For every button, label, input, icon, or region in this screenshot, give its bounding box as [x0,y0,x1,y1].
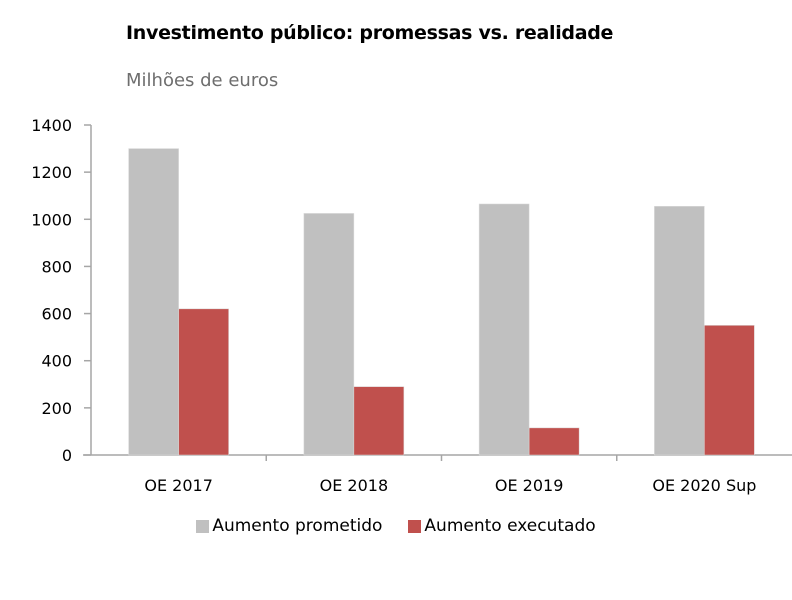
y-tick-label: 200 [41,399,72,418]
bar-prometido [303,213,355,456]
bar-prometido [128,148,179,456]
bar-executado [353,386,405,456]
bar-prometido [654,206,705,456]
legend-label-prometido: Aumento prometido [212,516,383,536]
legend-swatch-prometido [196,519,210,533]
y-tick-label: 1200 [31,163,72,182]
legend: Aumento prometido Aumento executado [0,516,792,536]
bar-executado [528,427,580,456]
y-tick-label: 1400 [31,116,72,135]
y-tick-label: 0 [62,446,72,465]
bar-executado [178,308,229,456]
y-tick-label: 1000 [31,210,72,229]
y-tick-label: 400 [41,352,72,371]
bar-prometido [478,203,530,456]
legend-swatch-executado [408,519,422,533]
y-tick-label: 800 [41,257,72,276]
x-tick-label: OE 2017 [144,476,213,495]
x-tick-label: OE 2018 [320,476,389,495]
y-tick-label: 600 [41,305,72,324]
legend-item-executado: Aumento executado [408,516,596,536]
chart-title: Investimento público: promessas vs. real… [126,22,614,44]
x-tick-label: OE 2019 [495,476,564,495]
legend-item-prometido: Aumento prometido [196,516,382,536]
bar-executado [704,325,755,456]
x-tick-label: OE 2020 Sup [652,476,756,495]
legend-label-executado: Aumento executado [424,516,596,536]
chart-subtitle: Milhões de euros [126,70,279,91]
